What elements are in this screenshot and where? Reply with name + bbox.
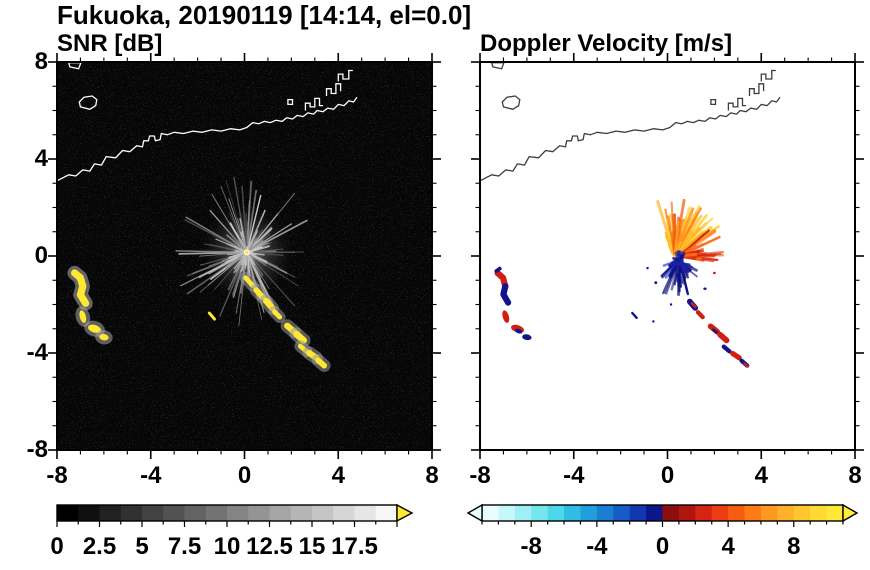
y-tick-label: -8 [26,436,48,463]
snr-panel-title: SNR [dB] [57,30,163,57]
x-tick-label: 0 [237,462,252,489]
doppler-colorbar [466,503,859,527]
x-tick-label: -8 [46,462,68,489]
y-tick-label: 8 [34,48,48,75]
doppler-cbar-label: 4 [721,533,735,560]
doppler-panel-title: Doppler Velocity [m/s] [480,30,733,57]
snr-cbar-label: 17.5 [331,533,378,560]
doppler-cbar-label: -4 [586,533,608,560]
snr-cbar-label: 12.5 [246,533,293,560]
y-tick-label: 4 [34,145,48,172]
y-tick-label: -4 [26,339,48,366]
doppler-map-panel [471,53,864,459]
snr-colorbar [56,503,414,527]
snr-cbar-label: 0 [50,533,64,560]
snr-cbar-label: 15 [298,533,326,560]
figure-title: Fukuoka, 20190119 [14:14, el=0.0] [57,0,472,30]
x-tick-label: 0 [660,462,675,489]
x-tick-label: 8 [425,462,439,489]
x-tick-label: 4 [754,462,768,489]
x-tick-label: -4 [563,462,585,489]
x-tick-label: 8 [848,462,862,489]
y-tick-label: 0 [34,242,48,269]
doppler-cbar-label: -8 [520,533,542,560]
snr-cbar-label: 7.5 [167,533,202,560]
doppler-cbar-label: 0 [655,533,670,560]
snr-cbar-label: 5 [135,533,149,560]
x-tick-label: 4 [331,462,345,489]
snr-cbar-label: 10 [213,533,241,560]
snr-cbar-label: 2.5 [82,533,117,560]
snr-map-panel [48,53,441,459]
doppler-cbar-label: 8 [787,533,801,560]
x-tick-label: -4 [140,462,162,489]
x-tick-label: -8 [469,462,491,489]
